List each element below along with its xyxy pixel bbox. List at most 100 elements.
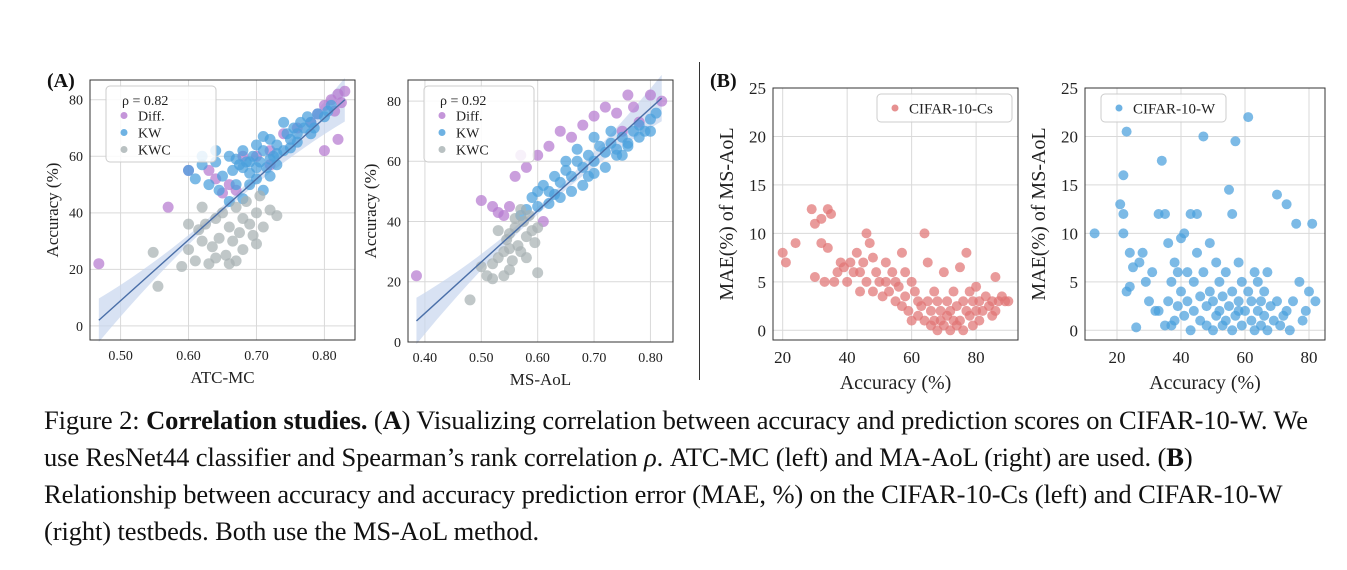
data-point (571, 143, 583, 155)
data-point (880, 276, 891, 287)
data-point (929, 286, 940, 297)
data-point (622, 89, 634, 101)
caption-rho: ρ (644, 442, 657, 472)
legend-marker (120, 146, 128, 153)
data-point (1118, 228, 1129, 239)
data-point (1256, 296, 1266, 307)
data-point (599, 161, 611, 173)
data-point (492, 225, 504, 237)
y-tick-label: 40 (69, 207, 83, 222)
legend-box (105, 85, 217, 163)
data-point (230, 153, 242, 165)
y-tick-label: 25 (749, 79, 766, 98)
data-point (532, 185, 544, 197)
legend-box (876, 93, 1013, 123)
data-point (1118, 209, 1129, 219)
y-tick-label: 25 (1061, 79, 1078, 98)
legend-marker (1115, 104, 1123, 112)
data-point (1140, 276, 1151, 287)
data-point (230, 255, 242, 267)
data-point (906, 276, 917, 287)
data-point (1124, 247, 1135, 258)
data-point (880, 257, 891, 268)
data-point (250, 207, 262, 219)
regression-line (98, 99, 346, 321)
data-point (1176, 286, 1186, 297)
data-point (189, 255, 201, 267)
data-point (189, 173, 201, 185)
data-point (196, 201, 208, 213)
legend-box (423, 85, 535, 163)
data-point (509, 222, 521, 234)
caption-text-4: ) Relationship between accuracy and accu… (44, 442, 1282, 546)
data-point (958, 296, 969, 307)
data-point (806, 204, 817, 215)
data-point (503, 264, 515, 276)
legend-entry: CIFAR-10-Cs (909, 101, 993, 117)
data-point (1291, 218, 1302, 229)
data-point (1259, 310, 1270, 321)
plot-frame (89, 79, 356, 341)
data-point (257, 145, 269, 157)
legend-entry: KW (456, 126, 480, 141)
data-point (887, 267, 898, 278)
data-point (858, 257, 869, 268)
y-tick-label: 0 (758, 321, 767, 340)
data-point (1272, 296, 1282, 307)
data-point (1172, 267, 1183, 278)
data-point (529, 237, 541, 249)
data-point (1192, 247, 1202, 258)
data-point (919, 228, 930, 239)
data-point (954, 315, 965, 326)
data-point (1281, 199, 1292, 210)
y-tick-label: 15 (1061, 176, 1078, 195)
data-point (230, 179, 242, 191)
data-point (223, 221, 235, 233)
data-point (1115, 199, 1126, 210)
data-point (644, 89, 656, 101)
data-point (305, 128, 317, 140)
data-point (1304, 286, 1314, 297)
data-point (942, 296, 953, 307)
data-point (1124, 281, 1135, 292)
data-point (1179, 310, 1190, 321)
data-point (932, 296, 943, 307)
x-axis-label: Accuracy (%) (1149, 372, 1261, 394)
data-point (777, 247, 788, 258)
y-tick-label: 0 (394, 336, 401, 351)
legend-entry: KWC (138, 143, 171, 158)
y-tick-label: 10 (749, 224, 766, 243)
data-point (922, 257, 933, 268)
data-point (1208, 296, 1218, 307)
scatter-plot-cifar-10-w: 20 40 60 80 0 5 10 15 20 25 Accuracy (%) MAE(%) of … (1028, 79, 1326, 394)
data-point (1169, 257, 1180, 268)
data-point (1192, 209, 1202, 219)
data-point (1211, 257, 1222, 268)
data-point (1156, 155, 1167, 166)
x-axis-label: Accuracy (%) (840, 372, 952, 394)
data-point (1118, 170, 1129, 181)
data-point (1182, 267, 1193, 278)
x-tick-label: 80 (1301, 348, 1318, 367)
data-point (816, 213, 827, 224)
data-point (487, 273, 499, 285)
y-axis-label: MAE(%) of MS-AoL (1028, 127, 1050, 300)
y-tick-label: 20 (1061, 127, 1078, 146)
legend-marker (891, 104, 899, 112)
data-point (247, 229, 259, 241)
legend-marker (120, 112, 128, 119)
legend-marker (438, 146, 446, 153)
data-point (220, 249, 232, 261)
data-point (599, 101, 611, 113)
data-point (147, 246, 159, 258)
legend-marker (438, 112, 446, 119)
data-point (1182, 296, 1193, 307)
x-tick-label: 0.60 (176, 349, 201, 364)
data-point (1284, 325, 1295, 336)
data-point (325, 99, 337, 111)
data-point (948, 286, 959, 297)
data-point (577, 179, 589, 191)
data-point (1003, 296, 1014, 307)
data-point (1147, 267, 1158, 278)
scatter-plot-atc-mc: 0.50 0.60 0.70 0.80 0 20 40 60 80 ATC-MC Accuracy … (43, 78, 356, 387)
